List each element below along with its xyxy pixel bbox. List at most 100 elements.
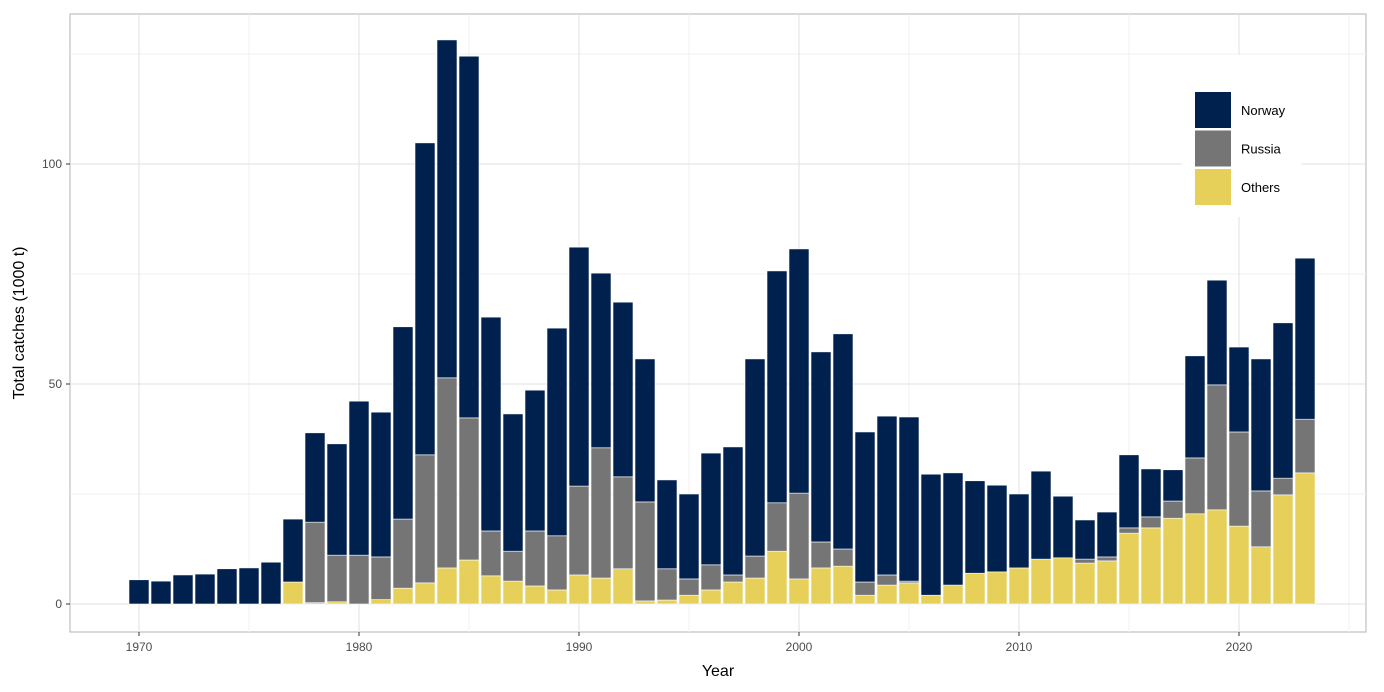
x-tick-label: 2000 [786,640,813,654]
bar-others-1999 [766,550,788,605]
bar-others-2000 [788,578,810,605]
x-tick-label: 1980 [346,640,373,654]
bar-russia-2023 [1294,418,1316,474]
bar-norway-2012 [1052,495,1074,559]
bar-norway-1999 [766,270,788,504]
y-axis-label: Total catches (1000 t) [11,247,28,400]
bar-norway-2022 [1272,322,1294,479]
bar-norway-2008 [964,480,986,574]
legend-key-others [1195,169,1231,205]
bar-others-1996 [700,589,722,605]
bar-others-2015 [1118,532,1140,605]
bar-russia-2000 [788,492,810,580]
bar-others-1988 [524,585,546,605]
bar-others-2005 [898,582,920,605]
y-tick-label: 100 [42,157,62,171]
bar-russia-2004 [876,574,898,586]
y-tick-label: 0 [55,597,62,611]
bar-russia-1992 [612,476,634,570]
bar-norway-2001 [810,351,832,543]
legend-key-norway [1195,92,1231,128]
bar-russia-1994 [656,568,678,601]
bar-norway-1974 [216,568,238,605]
x-tick-label: 1990 [566,640,593,654]
bar-norway-1983 [414,142,436,456]
bar-norway-1977 [282,518,304,583]
bar-norway-1986 [480,316,502,532]
bar-russia-2003 [854,581,876,596]
bar-norway-1978 [304,432,326,523]
bar-norway-1997 [722,446,744,576]
bar-others-1992 [612,568,634,605]
bar-others-1991 [590,577,612,605]
bar-others-2019 [1206,509,1228,605]
bar-others-1994 [656,599,678,605]
bar-russia-1981 [370,556,392,600]
bar-russia-1986 [480,530,502,577]
bar-norway-1980 [348,400,370,556]
bar-norway-2010 [1008,493,1030,569]
bar-russia-1997 [722,574,744,583]
bar-others-1987 [502,580,524,605]
bar-russia-1993 [634,501,656,602]
bar-norway-2018 [1184,355,1206,459]
bar-others-1985 [458,559,480,605]
bar-others-2017 [1162,517,1184,605]
bar-russia-2013 [1074,558,1096,564]
bar-norway-1987 [502,413,524,552]
y-tick-label: 50 [49,377,63,391]
bar-norway-1984 [436,39,458,379]
bar-norway-2009 [986,484,1008,573]
bar-others-2010 [1008,567,1030,605]
bar-norway-2019 [1206,279,1228,386]
bar-others-1984 [436,567,458,605]
legend-label-russia: Russia [1241,142,1282,157]
bar-norway-1982 [392,326,414,520]
legend-label-norway: Norway [1241,103,1286,118]
bar-norway-1998 [744,358,766,557]
bar-norway-1976 [260,561,282,605]
bar-russia-1999 [766,502,788,552]
bar-norway-2016 [1140,468,1162,518]
bar-russia-1978 [304,521,326,603]
bar-russia-1980 [348,554,370,605]
bar-norway-1989 [546,327,568,537]
bar-russia-2016 [1140,516,1162,529]
x-axis-label: Year [702,663,735,680]
bar-others-2001 [810,567,832,605]
bar-russia-1985 [458,417,480,561]
bars [128,39,1316,605]
bar-norway-1970 [128,579,150,605]
bar-others-1981 [370,599,392,605]
bar-norway-2002 [832,333,854,550]
bar-others-1993 [634,600,656,605]
bar-others-2006 [920,594,942,605]
bar-russia-1990 [568,485,590,576]
bar-others-2014 [1096,560,1118,605]
bar-norway-1975 [238,567,260,605]
bar-norway-1991 [590,272,612,449]
bar-others-2021 [1250,546,1272,605]
bar-others-2012 [1052,557,1074,605]
bar-others-2018 [1184,513,1206,605]
bar-others-1979 [326,601,348,605]
bar-russia-1996 [700,564,722,591]
x-tick-label: 2010 [1006,640,1033,654]
bar-russia-2014 [1096,556,1118,562]
bar-norway-1971 [150,580,172,605]
bar-norway-2006 [920,473,942,596]
legend: Norway Russia Others [1182,55,1302,217]
bar-norway-2014 [1096,511,1118,558]
bar-russia-2015 [1118,527,1140,534]
legend-key-russia [1195,130,1231,167]
bar-others-2008 [964,572,986,605]
bar-norway-1993 [634,358,656,503]
bar-russia-1979 [326,554,348,603]
bar-norway-2000 [788,248,810,494]
bar-others-1995 [678,594,700,605]
bar-norway-1988 [524,389,546,532]
bar-norway-1994 [656,479,678,570]
bar-russia-2020 [1228,431,1250,527]
bar-russia-1988 [524,530,546,587]
